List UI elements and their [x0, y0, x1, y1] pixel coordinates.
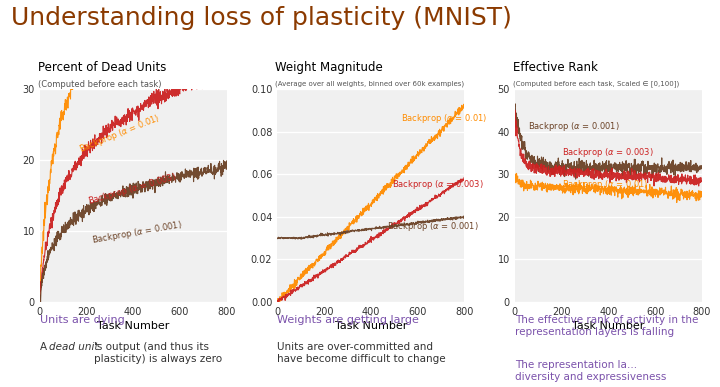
Text: dead unit: dead unit [49, 342, 99, 353]
Text: Weights are getting large: Weights are getting large [277, 315, 419, 325]
Text: A: A [40, 342, 50, 353]
Text: The representation la…
diversity and expressiveness: The representation la… diversity and exp… [515, 360, 666, 382]
Text: Backprop ($\alpha$ = 0.01): Backprop ($\alpha$ = 0.01) [77, 112, 162, 156]
Text: Understanding loss of plasticity (MNIST): Understanding loss of plasticity (MNIST) [11, 6, 512, 30]
Text: Backprop ($\alpha$ = 0.001): Backprop ($\alpha$ = 0.001) [387, 221, 479, 233]
Text: Backprop ($\alpha$ = 0.001): Backprop ($\alpha$ = 0.001) [91, 218, 184, 247]
Text: Units are dying: Units are dying [40, 315, 125, 325]
Text: 's output (and thus its
plasticity) is always zero: 's output (and thus its plasticity) is a… [94, 342, 222, 364]
Text: Weight Magnitude: Weight Magnitude [275, 61, 383, 74]
Text: (Average over all weights, binned over 60k examples): (Average over all weights, binned over 6… [275, 80, 464, 87]
Text: Backprop ($\alpha$ = 0.01): Backprop ($\alpha$ = 0.01) [401, 112, 487, 125]
Text: Backprop ($\alpha$ = 0.003): Backprop ($\alpha$ = 0.003) [562, 146, 654, 159]
Text: (Computed before each task): (Computed before each task) [37, 80, 161, 89]
X-axis label: Task Number: Task Number [335, 321, 407, 331]
Text: Backprop ($\alpha$ = 0.003): Backprop ($\alpha$ = 0.003) [392, 178, 484, 191]
Text: Effective Rank: Effective Rank [513, 61, 598, 74]
Text: (Computed before each task, Scaled ∈ [0,100]): (Computed before each task, Scaled ∈ [0,… [513, 80, 679, 87]
Text: Backprop ($\alpha$ = 0.001): Backprop ($\alpha$ = 0.001) [528, 120, 619, 134]
X-axis label: Task Number: Task Number [572, 321, 644, 331]
Text: Percent of Dead Units: Percent of Dead Units [37, 61, 166, 74]
X-axis label: Task Number: Task Number [97, 321, 169, 331]
Text: The effective rank of activity in the
representation layers is falling: The effective rank of activity in the re… [515, 315, 698, 337]
Text: Backprop ($\alpha$ = 0.003): Backprop ($\alpha$ = 0.003) [86, 170, 179, 208]
Text: Backprop ($\alpha$ = 0.01): Backprop ($\alpha$ = 0.01) [562, 178, 648, 191]
Text: Units are over-committed and
have become difficult to change: Units are over-committed and have become… [277, 342, 446, 364]
